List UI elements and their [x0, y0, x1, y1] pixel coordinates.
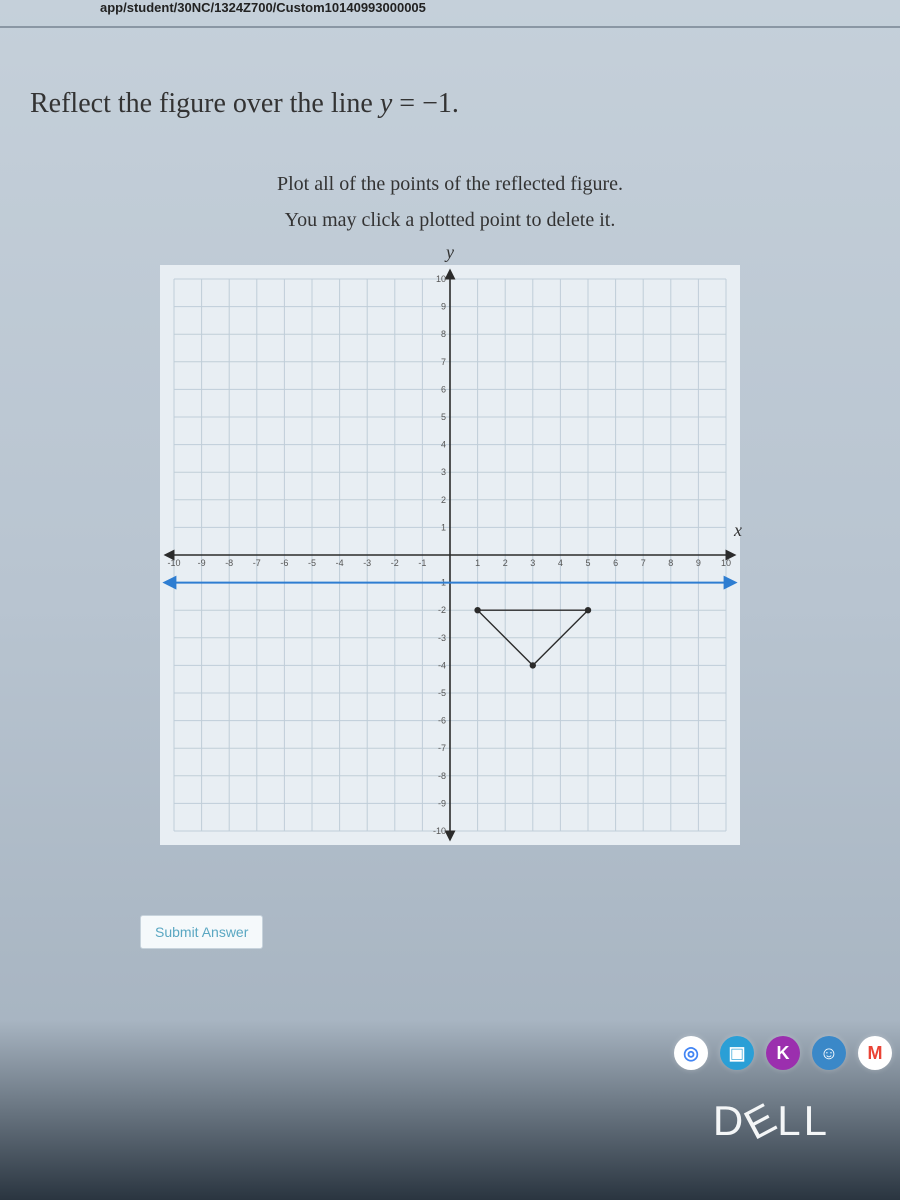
- svg-text:-5: -5: [308, 558, 316, 568]
- gmail-icon[interactable]: M: [858, 1036, 892, 1070]
- svg-text:-3: -3: [363, 558, 371, 568]
- svg-text:10: 10: [436, 274, 446, 284]
- svg-text:9: 9: [441, 302, 446, 312]
- svg-text:4: 4: [441, 440, 446, 450]
- chrome-icon[interactable]: ◎: [674, 1036, 708, 1070]
- svg-text:-5: -5: [438, 688, 446, 698]
- photos-icon[interactable]: ▣: [720, 1036, 754, 1070]
- svg-text:-2: -2: [391, 558, 399, 568]
- question-value: −1.: [422, 88, 459, 119]
- y-axis-label: y: [160, 242, 740, 263]
- svg-text:-8: -8: [225, 558, 233, 568]
- question-eq: =: [392, 88, 422, 119]
- svg-text:-4: -4: [336, 558, 344, 568]
- svg-text:-7: -7: [253, 558, 261, 568]
- svg-text:-9: -9: [198, 558, 206, 568]
- svg-text:-10: -10: [167, 558, 180, 568]
- svg-text:3: 3: [441, 467, 446, 477]
- question-prefix: Reflect the figure over the line: [30, 88, 380, 119]
- dell-logo: DELL: [713, 1097, 830, 1145]
- svg-text:4: 4: [558, 558, 563, 568]
- svg-text:7: 7: [441, 357, 446, 367]
- svg-text:-3: -3: [438, 633, 446, 643]
- svg-text:1: 1: [475, 558, 480, 568]
- question-area: Reflect the figure over the line y = −1.…: [0, 88, 900, 949]
- svg-text:2: 2: [503, 558, 508, 568]
- svg-text:1: 1: [441, 522, 446, 532]
- instruction-line-2: You may click a plotted point to delete …: [30, 206, 870, 234]
- header-separator: [0, 26, 900, 28]
- question-title: Reflect the figure over the line y = −1.: [30, 88, 870, 120]
- svg-text:-9: -9: [438, 798, 446, 808]
- svg-text:6: 6: [441, 384, 446, 394]
- x-axis-label: x: [734, 520, 742, 541]
- svg-text:-8: -8: [438, 771, 446, 781]
- svg-text:2: 2: [441, 495, 446, 505]
- contacts-icon[interactable]: ☺: [812, 1036, 846, 1070]
- svg-text:-6: -6: [280, 558, 288, 568]
- svg-text:3: 3: [530, 558, 535, 568]
- k-app-icon[interactable]: K: [766, 1036, 800, 1070]
- svg-text:-4: -4: [438, 660, 446, 670]
- instruction-line-1: Plot all of the points of the reflected …: [30, 170, 870, 198]
- url-fragment: app/student/30NC/1324Z700/Custom10140993…: [0, 0, 900, 20]
- svg-text:-6: -6: [438, 716, 446, 726]
- chart-container[interactable]: y x -10-9-8-7-6-5-4-3-2-112345678910-10-…: [160, 242, 740, 845]
- svg-text:8: 8: [441, 329, 446, 339]
- svg-text:5: 5: [585, 558, 590, 568]
- svg-text:-10: -10: [433, 826, 446, 836]
- svg-text:-1: -1: [418, 558, 426, 568]
- svg-text:8: 8: [668, 558, 673, 568]
- svg-text:10: 10: [721, 558, 731, 568]
- submit-answer-button[interactable]: Submit Answer: [140, 915, 263, 949]
- svg-text:-7: -7: [438, 743, 446, 753]
- svg-text:-2: -2: [438, 605, 446, 615]
- coordinate-grid[interactable]: -10 -9 -8 -7 -6 -5 -4 -3 -2 -1 1 2 3 4 5 6 7 8 9 10 -10 -9 -8 -…: [160, 265, 740, 845]
- svg-text:7: 7: [641, 558, 646, 568]
- svg-text:5: 5: [441, 412, 446, 422]
- question-var: y: [380, 88, 392, 119]
- taskbar: ◎ ▣ K ☺ M: [674, 1036, 900, 1070]
- svg-text:9: 9: [696, 558, 701, 568]
- svg-text:6: 6: [613, 558, 618, 568]
